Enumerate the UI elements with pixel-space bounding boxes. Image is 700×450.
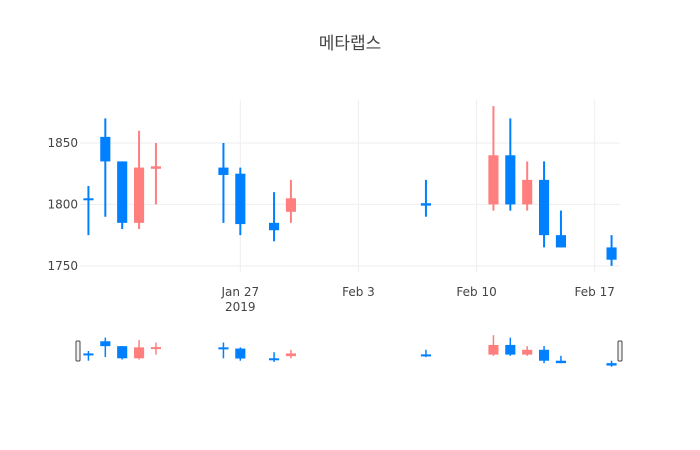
candle-layer <box>83 106 617 266</box>
x-tick-sublabel: 2019 <box>225 300 256 314</box>
candle-body <box>505 155 516 205</box>
mini-candlestick <box>100 337 111 358</box>
candlestick <box>555 210 566 248</box>
candle-body <box>522 179 533 205</box>
candlestick <box>83 186 94 236</box>
y-tick-label: 1750 <box>47 259 78 273</box>
candle-body <box>539 179 550 236</box>
x-tick-label: Jan 27 <box>221 285 260 299</box>
candlestick <box>100 118 111 217</box>
candle-body <box>235 173 246 225</box>
candlestick <box>269 192 280 242</box>
mini-candlestick <box>134 340 145 360</box>
mini-candlestick <box>539 346 550 364</box>
candle-body <box>83 198 94 201</box>
mini-candle-body <box>420 354 431 357</box>
mini-candle-body <box>150 347 161 350</box>
candlestick <box>134 130 145 229</box>
mini-candle-body <box>555 360 566 364</box>
mini-candlestick <box>420 349 431 358</box>
candle-body <box>150 166 161 169</box>
candle-body <box>100 136 111 162</box>
mini-candle-body <box>606 363 617 366</box>
candle-body <box>555 235 566 248</box>
mini-candle-body <box>269 358 280 361</box>
candle-body <box>218 167 229 175</box>
mini-candlestick <box>505 337 516 356</box>
mini-candlestick <box>235 347 246 361</box>
candlestick <box>606 235 617 266</box>
mini-candlestick <box>488 335 499 356</box>
mini-candle-body <box>235 348 246 359</box>
candlestick <box>117 161 128 229</box>
candle-body <box>606 247 617 260</box>
x-tick-label: Feb 10 <box>456 285 496 299</box>
x-tick-label: Feb 17 <box>575 285 615 299</box>
mini-candle-body <box>539 349 550 361</box>
mini-candlestick <box>555 355 566 364</box>
range-slider-left-handle[interactable] <box>75 340 81 362</box>
candle-body <box>117 161 128 223</box>
mini-candle-body <box>488 344 499 355</box>
mini-candle-body <box>83 353 94 356</box>
mini-candle-body <box>522 349 533 355</box>
mini-candle-body <box>218 347 229 350</box>
mini-candle-body <box>117 346 128 359</box>
mini-candlestick <box>285 349 296 359</box>
candlestick <box>420 179 431 217</box>
candlestick <box>505 118 516 211</box>
mini-candlestick <box>150 342 161 355</box>
candlestick <box>218 143 229 223</box>
candle-body <box>488 155 499 205</box>
mini-candle-body <box>285 353 296 357</box>
x-tick-label: Feb 3 <box>342 285 375 299</box>
candlestick <box>488 106 499 211</box>
candle-body <box>269 222 280 231</box>
candle-body <box>420 203 431 206</box>
mini-candlestick <box>606 360 617 367</box>
range-slider[interactable] <box>75 335 623 367</box>
candlestick <box>539 161 550 248</box>
mini-candlestick <box>83 351 94 361</box>
candle-body <box>134 167 145 223</box>
mini-candle-body <box>134 347 145 359</box>
mini-candlestick <box>117 346 128 360</box>
candlestick <box>285 179 296 223</box>
chart-title: 메타랩스 <box>319 34 382 54</box>
mini-candlestick <box>269 352 280 362</box>
y-tick-label: 1800 <box>47 197 78 211</box>
candlestick <box>522 161 533 211</box>
candlestick <box>235 167 246 236</box>
candle-body <box>285 198 296 212</box>
mini-candle-body <box>505 344 516 355</box>
mini-candlestick <box>218 342 229 359</box>
mini-candlestick <box>522 346 533 356</box>
mini-candle-body <box>100 341 111 347</box>
candlestick <box>150 143 161 205</box>
y-tick-label: 1850 <box>47 136 78 150</box>
range-slider-right-handle[interactable] <box>617 340 623 362</box>
